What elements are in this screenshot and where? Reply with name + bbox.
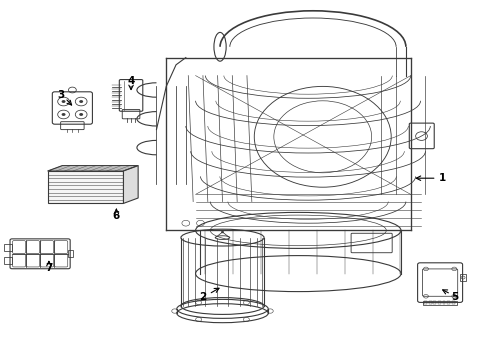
Bar <box>423 301 426 304</box>
Bar <box>422 301 456 305</box>
Text: 2: 2 <box>199 292 206 302</box>
Polygon shape <box>47 166 138 171</box>
Bar <box>451 301 454 304</box>
Bar <box>459 274 465 281</box>
Bar <box>437 301 440 304</box>
Bar <box>446 301 449 304</box>
Circle shape <box>221 231 223 233</box>
Text: 1: 1 <box>438 173 445 183</box>
Bar <box>4 244 12 251</box>
Circle shape <box>79 113 83 116</box>
Text: 6: 6 <box>113 211 120 221</box>
Bar <box>4 257 12 264</box>
Bar <box>427 301 430 304</box>
Circle shape <box>79 100 83 103</box>
Bar <box>47 171 123 203</box>
Bar <box>432 301 435 304</box>
Polygon shape <box>123 166 138 203</box>
Text: 7: 7 <box>45 263 53 273</box>
Bar <box>442 301 445 304</box>
Circle shape <box>61 100 65 103</box>
Bar <box>68 250 73 257</box>
Text: 3: 3 <box>58 90 64 100</box>
Circle shape <box>61 113 65 116</box>
Text: 5: 5 <box>450 292 457 302</box>
Text: 4: 4 <box>127 76 135 86</box>
